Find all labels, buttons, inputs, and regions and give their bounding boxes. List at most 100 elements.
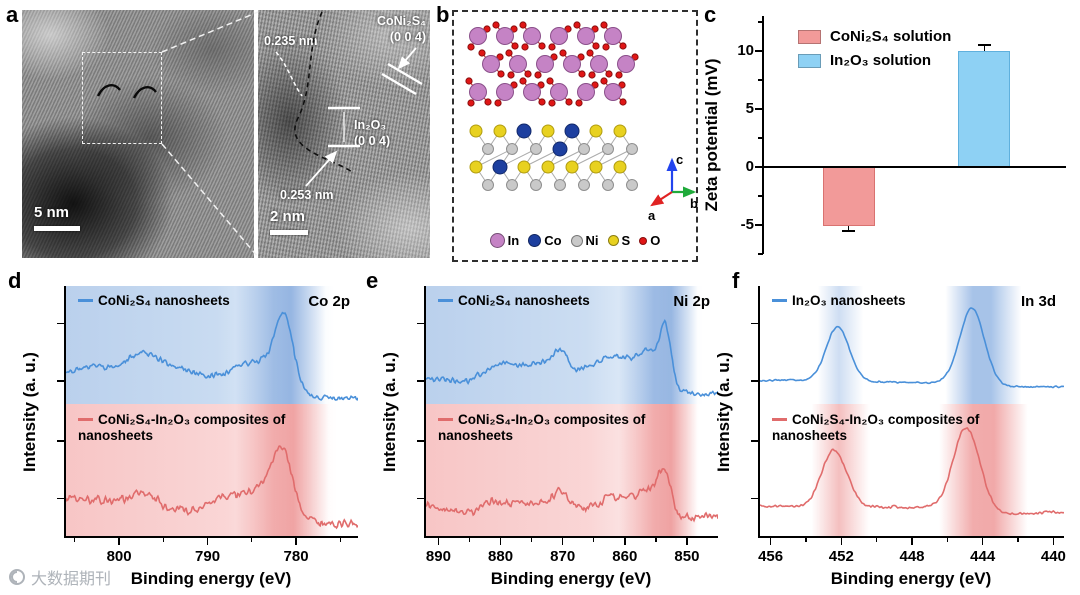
xps-f-x-axis-title: Binding energy (eV)	[830, 569, 992, 588]
bar-in2o3	[958, 50, 1011, 167]
xtick-label: 456	[758, 548, 784, 565]
xps-co2p-plot: CoNi₂S₄ nanosheets Co 2p CoNi₂S₄-In₂O₃ c…	[64, 286, 358, 538]
zero-line	[764, 166, 1066, 168]
series-name-blue: CoNi₂S₄ nanosheets	[98, 293, 230, 308]
red-line-marker	[772, 417, 787, 421]
err-cap	[977, 44, 991, 46]
legend-item-s: S	[607, 233, 631, 248]
xtick-label: 800	[106, 548, 132, 565]
spectrum-title-co2p: Co 2p	[308, 293, 350, 310]
legend-item-ni: Ni	[570, 233, 599, 248]
ytick	[755, 165, 763, 168]
legend-item-co: Co	[528, 233, 562, 248]
legend-swatch-blue	[798, 53, 821, 68]
xtick	[1052, 538, 1055, 545]
xminor	[1017, 538, 1019, 542]
xtick	[624, 538, 626, 545]
ytick-s	[751, 497, 758, 500]
series-label-red: CoNi₂S₄-In₂O₃ composites of nanosheets	[78, 412, 290, 446]
xtick-label: 780	[283, 548, 309, 565]
series-name-blue: In₂O₃ nanosheets	[792, 293, 906, 308]
xtick	[499, 538, 502, 545]
watermark: 大数据期刊	[8, 565, 111, 589]
xtick-label: 850	[674, 548, 700, 565]
series-label-red: CoNi₂S₄-In₂O₃ composites of nanosheets	[772, 412, 984, 446]
ytick-label: -5	[740, 215, 754, 233]
ytick-s	[751, 380, 758, 382]
xminor	[530, 538, 533, 542]
ytick-label: 0	[745, 157, 754, 175]
legend-label-co: Co	[544, 233, 562, 248]
a-axis-arrow	[650, 191, 673, 207]
bar-coni2s4	[822, 166, 875, 227]
lattice-spacing-label-top: 0.235 nm	[264, 34, 318, 48]
series-label-blue: CoNi₂S₄ nanosheets	[438, 293, 590, 310]
xtick-label: 890	[425, 548, 451, 565]
legend-label-in2o3-solution: In₂O₃ solution	[830, 52, 932, 69]
zeta-y-axis-title: Zeta potential (mV)	[702, 58, 721, 212]
c-axis-label: c	[676, 152, 683, 167]
xtick	[118, 538, 120, 545]
ytick-s	[751, 322, 758, 325]
xminor	[339, 538, 341, 542]
xminor	[162, 538, 164, 542]
xminor	[655, 538, 657, 542]
xtick	[437, 538, 440, 545]
phase-label-in2o3: In₂O₃	[354, 118, 387, 132]
yminor	[758, 21, 763, 23]
xtick	[295, 538, 297, 545]
tem-image-high-mag: 0.235 nm CoNi₂S₄ (0 0 4) In₂O₃ (0 0 4) 0…	[258, 10, 430, 258]
ytick-s	[417, 380, 424, 382]
panel-label-b: b	[436, 2, 450, 27]
series-name-red: CoNi₂S₄-In₂O₃ composites of nanosheets	[438, 411, 646, 444]
series-name-red: CoNi₂S₄-In₂O₃ composites of nanosheets	[78, 411, 286, 444]
ytick-s	[57, 497, 64, 500]
scale-bar-2nm	[270, 230, 308, 235]
xminor	[946, 538, 948, 542]
panel-label-a: a	[6, 2, 19, 27]
a-axis-label: a	[648, 208, 656, 223]
ytick-s	[417, 322, 424, 325]
xps-ni2p-chart: CoNi₂S₄ nanosheets Ni 2p CoNi₂S₄-In₂O₃ c…	[417, 286, 718, 595]
xtick	[981, 538, 984, 545]
xminor	[468, 538, 471, 542]
series-name-red: CoNi₂S₄-In₂O₃ composites of nanosheets	[772, 411, 980, 444]
in-atom-icon	[489, 233, 505, 248]
yminor	[758, 79, 763, 81]
ytick	[755, 49, 763, 52]
yminor	[758, 137, 763, 139]
watermark-logo-icon	[9, 569, 25, 585]
ytick-s	[417, 497, 424, 500]
legend-item-in2o3-solution: In₂O₃ solution	[798, 52, 951, 69]
xtick	[206, 538, 209, 545]
xtick-label: 440	[1040, 548, 1066, 565]
xminor	[74, 538, 76, 542]
xminor	[593, 538, 595, 542]
b-axis-label: b	[690, 196, 698, 211]
xminor	[876, 538, 878, 542]
coni2s4-crystal-model	[469, 123, 638, 191]
crystal-axes-icon: c a b	[648, 152, 698, 223]
blue-line-marker	[438, 299, 453, 302]
legend-label-s: S	[621, 233, 631, 248]
err-line	[847, 226, 850, 232]
xtick-label: 860	[612, 548, 638, 565]
xps-e-x-axis-title: Binding energy (eV)	[490, 569, 652, 588]
xps-d-y-axis-title: Intensity (a. u.)	[20, 352, 39, 472]
xps-f-y-axis-title: Intensity (a. u.)	[714, 352, 733, 472]
scale-bar-5nm	[34, 226, 80, 231]
legend-swatch-red	[798, 29, 821, 44]
xtick	[840, 538, 843, 545]
legend-label-o: O	[650, 233, 661, 248]
ytick	[755, 107, 763, 110]
red-line-marker	[78, 417, 93, 421]
xtick-label: 880	[488, 548, 514, 565]
xtick	[686, 538, 688, 545]
xtick-label: 452	[828, 548, 854, 565]
ytick-s	[57, 380, 64, 382]
xtick-label: 444	[970, 548, 996, 565]
ytick-s	[417, 440, 424, 442]
legend-label-ni: Ni	[585, 233, 599, 248]
xtick	[561, 538, 564, 545]
